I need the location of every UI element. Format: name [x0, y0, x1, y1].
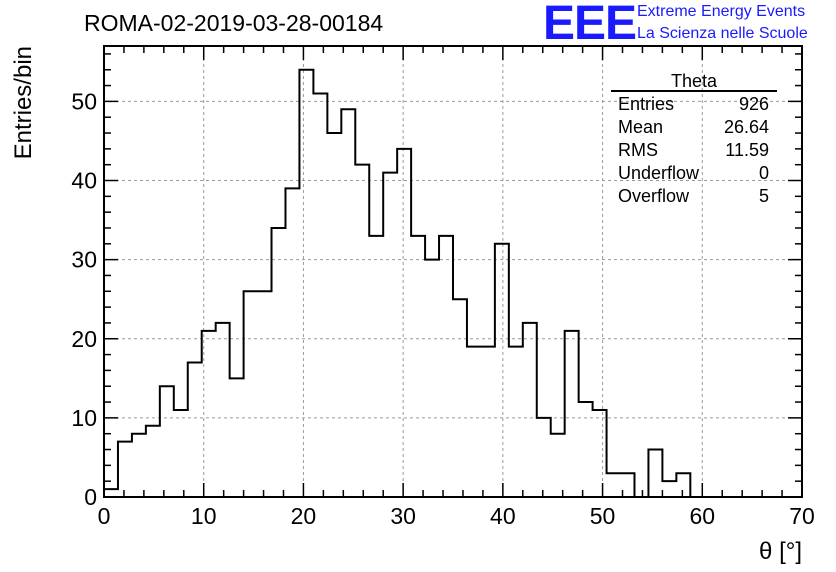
x-tick-label: 10 — [191, 503, 217, 529]
y-tick-label: 30 — [71, 247, 97, 273]
y-tick-label: 10 — [71, 405, 97, 431]
stats-box: Theta Entries 926 Mean 26.64 RMS 11.59 U… — [611, 72, 777, 208]
stats-label: Underflow — [618, 163, 700, 183]
stats-value: 11.59 — [725, 140, 769, 160]
eee-logo: EEE — [543, 0, 637, 50]
plot-frame — [103, 45, 803, 498]
stats-title: Theta — [611, 72, 777, 92]
y-tick-label: 0 — [84, 484, 97, 510]
x-tick-label: 0 — [98, 503, 111, 529]
stats-value: 26.64 — [723, 117, 769, 137]
y-tick-label: 20 — [71, 326, 97, 352]
stats-row-overflow: Overflow 5 — [611, 185, 777, 208]
org-name: Extreme Energy Events — [637, 3, 806, 20]
y-tick-label: 50 — [71, 88, 97, 114]
x-axis-label: θ [°] — [759, 538, 802, 565]
x-tick-label: 70 — [789, 503, 815, 529]
y-tick-label: 40 — [71, 168, 97, 194]
x-tick-label: 40 — [490, 503, 516, 529]
stats-row-entries: Entries 926 — [611, 93, 777, 116]
stats-label: Mean — [618, 117, 664, 137]
stats-value: 5 — [758, 186, 769, 206]
stats-label: Overflow — [618, 186, 690, 206]
y-axis-label: Entries/bin — [10, 46, 37, 159]
x-tick-label: 60 — [689, 503, 715, 529]
stats-row-mean: Mean 26.64 — [611, 116, 777, 139]
x-tick-label: 30 — [390, 503, 416, 529]
stats-label: Entries — [618, 94, 675, 114]
stats-row-rms: RMS 11.59 — [611, 139, 777, 162]
x-tick-label: 20 — [291, 503, 317, 529]
stats-value: 0 — [758, 163, 769, 183]
stats-label: RMS — [618, 140, 658, 160]
stats-row-underflow: Underflow 0 — [611, 162, 777, 185]
stats-value: 926 — [738, 94, 769, 114]
org-tagline: La Scienza nelle Scuole — [637, 25, 808, 42]
run-title: ROMA-02-2019-03-28-00184 — [84, 10, 384, 36]
x-tick-label: 50 — [590, 503, 616, 529]
